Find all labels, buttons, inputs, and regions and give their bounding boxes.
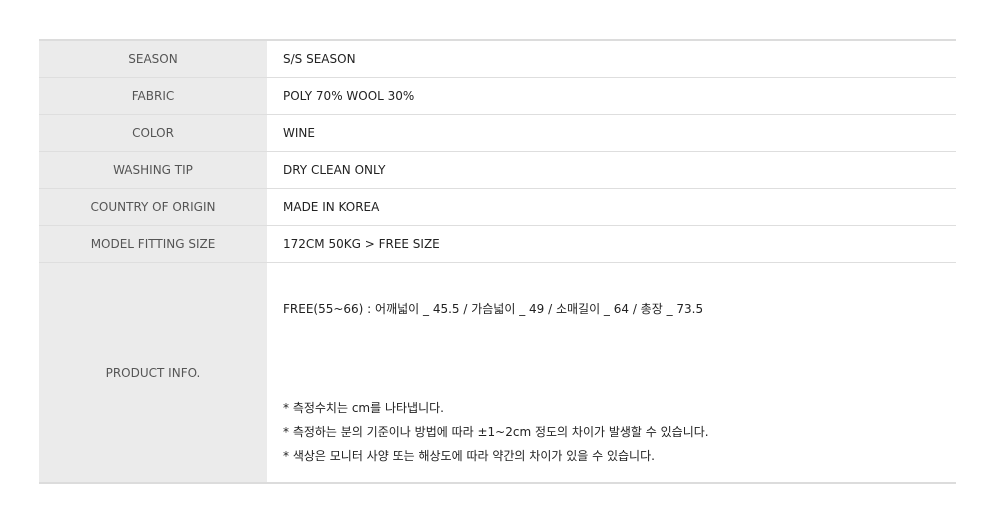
spec-row-color: COLOR WINE <box>39 114 956 152</box>
spec-row-product-info: PRODUCT INFO. FREE(55~66) : 어깨넓이 _ 45.5 … <box>39 262 956 484</box>
spec-row-washing: WASHING TIP DRY CLEAN ONLY <box>39 151 956 189</box>
note: * 측정하는 분의 기준이나 방법에 따라 ±1~2cm 정도의 차이가 발생할… <box>283 425 709 439</box>
spec-label: COUNTRY OF ORIGIN <box>39 188 267 226</box>
size-measurements: FREE(55~66) : 어깨넓이 _ 45.5 / 가슴넓이 _ 49 / … <box>283 302 704 316</box>
spec-label: COLOR <box>39 114 267 152</box>
note: * 측정수치는 cm를 나타냅니다. <box>283 401 444 415</box>
spec-label: PRODUCT INFO. <box>39 262 267 483</box>
note: * 색상은 모니터 사양 또는 해상도에 따라 약간의 차이가 있을 수 있습니… <box>283 449 655 463</box>
spec-value: MADE IN KOREA <box>267 188 956 226</box>
spec-label: WASHING TIP <box>39 151 267 189</box>
spec-row-fabric: FABRIC POLY 70% WOOL 30% <box>39 77 956 115</box>
spec-row-model-size: MODEL FITTING SIZE 172CM 50KG > FREE SIZE <box>39 225 956 263</box>
spec-value: DRY CLEAN ONLY <box>267 151 956 189</box>
product-info-content: FREE(55~66) : 어깨넓이 _ 45.5 / 가슴넓이 _ 49 / … <box>267 263 956 484</box>
spec-value: 172CM 50KG > FREE SIZE <box>267 225 956 263</box>
product-spec-table: SEASON S/S SEASON FABRIC POLY 70% WOOL 30%… <box>39 39 956 484</box>
spec-label: MODEL FITTING SIZE <box>39 225 267 263</box>
spec-label: SEASON <box>39 40 267 78</box>
notes: * 측정수치는 cm를 나타냅니다. * 측정하는 분의 기준이나 방법에 따라… <box>283 396 956 468</box>
spec-label: FABRIC <box>39 77 267 115</box>
spec-value: WINE <box>267 114 956 152</box>
spec-value: S/S SEASON <box>267 40 956 78</box>
spec-value: POLY 70% WOOL 30% <box>267 77 956 115</box>
spec-row-season: SEASON S/S SEASON <box>39 40 956 78</box>
spec-row-origin: COUNTRY OF ORIGIN MADE IN KOREA <box>39 188 956 226</box>
